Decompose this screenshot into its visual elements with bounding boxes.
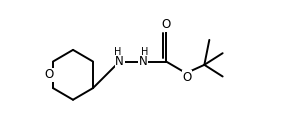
Text: O: O: [162, 18, 171, 31]
Text: O: O: [182, 71, 192, 84]
Text: H: H: [114, 47, 121, 57]
Text: N: N: [115, 55, 124, 68]
Text: N: N: [138, 55, 147, 68]
Text: H: H: [141, 47, 149, 57]
Text: O: O: [44, 68, 53, 81]
